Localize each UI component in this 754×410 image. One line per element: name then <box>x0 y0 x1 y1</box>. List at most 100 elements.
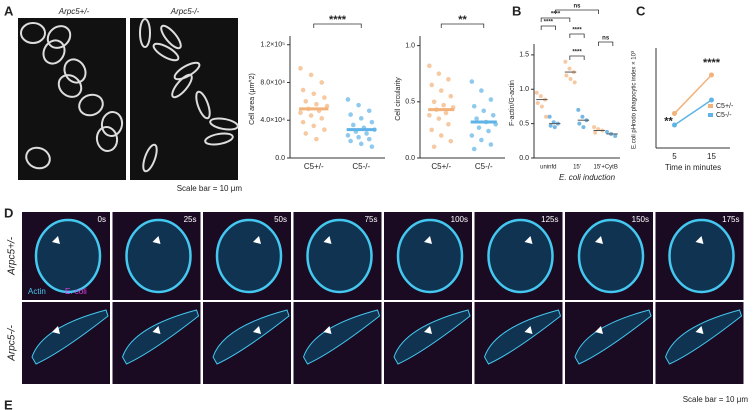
point <box>356 134 361 140</box>
cell <box>42 39 66 65</box>
cell <box>25 146 51 170</box>
cell <box>173 61 201 81</box>
point <box>548 123 553 128</box>
point <box>322 95 327 100</box>
time-label: 125s <box>541 215 558 224</box>
arrowhead <box>524 236 533 244</box>
scale-label: Scale bar = 10 μm <box>177 184 243 193</box>
point <box>358 116 364 121</box>
point <box>576 107 581 112</box>
point <box>446 121 451 127</box>
y-axis-label: Cell area (μm^2) <box>249 73 256 125</box>
cell <box>664 309 743 365</box>
point <box>471 146 477 152</box>
point <box>350 122 356 128</box>
scale-label: Scale bar = 10 μm <box>683 395 749 404</box>
point <box>436 71 442 77</box>
cell <box>152 42 180 62</box>
arrowhead <box>595 236 603 244</box>
y-tick-label: 0.5 <box>405 99 415 106</box>
point <box>547 114 552 119</box>
x-tick-label: C5-/- <box>475 162 493 171</box>
point <box>366 136 372 142</box>
point <box>298 110 303 115</box>
y-tick-label: 0.0 <box>405 155 415 162</box>
arrowhead <box>52 326 60 334</box>
significance: **** <box>572 28 582 34</box>
point <box>314 101 319 107</box>
point <box>672 110 677 116</box>
cell <box>57 74 83 98</box>
x-tick-label: 15 <box>707 152 716 161</box>
point <box>314 136 319 142</box>
point <box>544 114 549 119</box>
point <box>481 108 487 114</box>
arrowhead <box>323 236 332 244</box>
point <box>438 133 444 138</box>
time-label: 25s <box>184 215 197 224</box>
point <box>431 99 437 105</box>
point <box>429 82 435 88</box>
arrowhead <box>152 236 161 244</box>
point <box>448 138 454 144</box>
cell <box>212 309 290 365</box>
point <box>476 125 482 130</box>
bracket <box>569 55 585 60</box>
significance: ** <box>458 14 467 26</box>
time-label: 100s <box>451 215 468 224</box>
line <box>673 74 713 114</box>
point <box>311 91 317 97</box>
y-tick-label: 4.0×10⁴ <box>260 117 285 124</box>
point <box>358 141 364 147</box>
point <box>572 80 577 85</box>
arrowhead <box>424 326 432 334</box>
cell <box>95 126 119 152</box>
legend-label: C5+/- <box>716 103 734 110</box>
point <box>539 104 544 109</box>
cell <box>574 309 652 365</box>
cell <box>160 24 182 50</box>
arrowhead <box>253 326 261 334</box>
cell <box>46 25 72 49</box>
y-axis-label: E.coli pHrodo phagocytic index × 10³ <box>632 51 638 149</box>
point <box>448 93 454 99</box>
y-tick-label: 0.5 <box>519 120 529 127</box>
y-tick-label: 0.0 <box>275 155 285 162</box>
point <box>479 137 484 143</box>
arrowhead <box>524 326 533 334</box>
point <box>568 76 573 81</box>
cell <box>125 218 192 294</box>
point <box>300 119 306 125</box>
x-tick-label: uninfd <box>540 165 556 171</box>
y-tick-label: 1.0 <box>405 42 415 49</box>
point <box>427 112 432 118</box>
image-label: Arpc5-/- <box>170 7 200 16</box>
point <box>672 122 677 128</box>
image-label: Arpc5+/- <box>58 7 90 16</box>
point <box>322 127 327 132</box>
point <box>709 97 714 103</box>
point <box>535 101 540 105</box>
bracket <box>313 23 362 28</box>
y-tick-label: 1.5 <box>519 52 529 59</box>
cell <box>393 309 471 365</box>
x-tick-label: 15'+CytB <box>594 165 618 171</box>
point <box>469 79 475 84</box>
y-tick-label: 1.0 <box>519 86 529 93</box>
legend-swatch <box>708 113 713 117</box>
row-label: Arpc5-/- <box>7 325 18 362</box>
point <box>490 112 496 118</box>
significance: **** <box>703 57 721 69</box>
y-tick-label: 8.0×10⁴ <box>260 79 285 86</box>
point <box>364 131 369 136</box>
point <box>324 103 330 109</box>
point <box>311 123 317 129</box>
point <box>303 99 309 104</box>
bracket <box>540 25 556 30</box>
x-tick-label: C5+/- <box>431 162 451 171</box>
panel-label: A <box>4 3 14 18</box>
point <box>303 131 309 136</box>
cell <box>306 218 373 294</box>
arrowhead <box>253 236 261 244</box>
